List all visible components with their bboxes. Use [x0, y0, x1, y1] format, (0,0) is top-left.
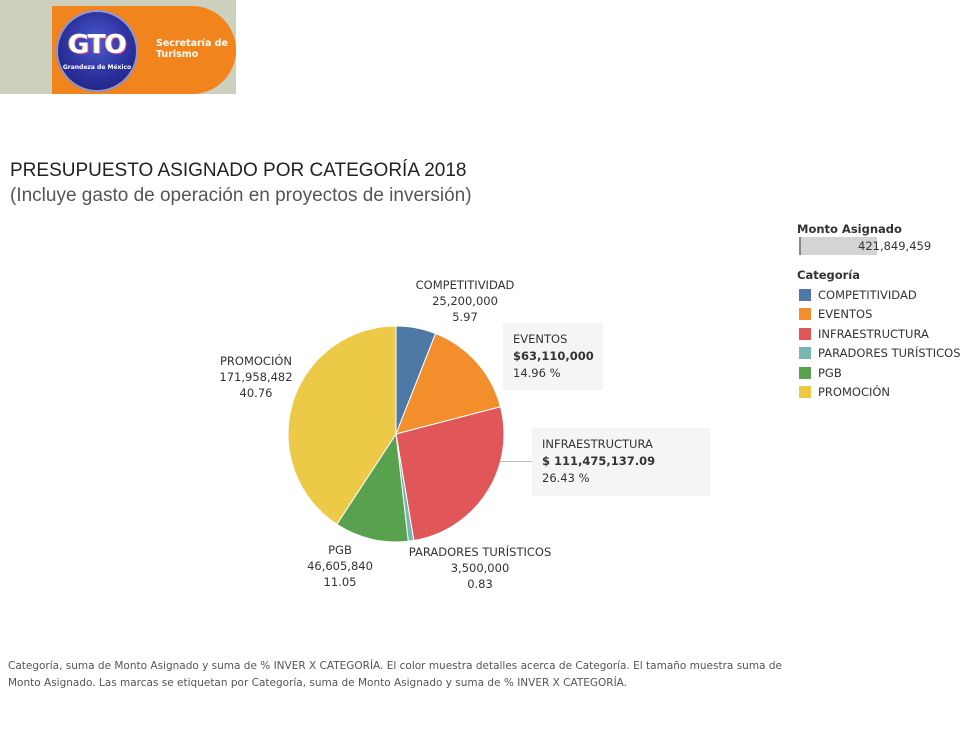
label-paradores-name: PARADORES TURÍSTICOS [408, 545, 552, 559]
legend-label: INFRAESTRUCTURA [818, 326, 929, 341]
legend-item-infraestructura[interactable]: INFRAESTRUCTURA [799, 324, 960, 344]
chart-title: PRESUPUESTO ASIGNADO POR CATEGORÍA 2018 [10, 160, 467, 181]
pie-slice-eventos[interactable] [395, 332, 502, 435]
label-competitividad-name: COMPETITIVIDAD [415, 278, 515, 292]
label-promocion: PROMOCIÓN 171,958,482 40.76 [206, 353, 306, 401]
leader-line-infraestructura [500, 461, 532, 462]
legend-swatch [799, 366, 811, 379]
legend-label: COMPETITIVIDAD [818, 287, 917, 302]
label-paradores-percent: 0.83 [467, 577, 493, 591]
tooltip-infraestructura-value: $ 111,475,137.09 [542, 454, 656, 468]
legend-item-paradores[interactable]: PARADORES TURÍSTICOS [799, 344, 960, 364]
label-promocion-name: PROMOCIÓN [219, 354, 293, 368]
label-pgb-percent: 11.05 [323, 575, 357, 589]
footnote: Categoría, suma de Monto Asignado y suma… [8, 660, 782, 689]
label-competitividad: COMPETITIVIDAD 25,200,000 5.97 [410, 277, 520, 325]
label-pgb: PGB 46,605,840 11.05 [290, 542, 390, 590]
legend-color-title: Categoría [797, 268, 861, 282]
legend-label: EVENTOS [818, 307, 873, 322]
tooltip-eventos-name: EVENTOS [513, 332, 568, 346]
chart-subtitle: (Incluye gasto de operación en proyectos… [10, 185, 472, 206]
tooltip-eventos: EVENTOS $63,110,000 14.96 % [503, 323, 603, 390]
tooltip-eventos-percent: 14.96 % [513, 366, 561, 380]
tooltip-infraestructura: INFRAESTRUCTURA $ 111,475,137.09 26.43 % [532, 428, 710, 496]
tooltip-infraestructura-percent: 26.43 % [542, 471, 590, 485]
pie-slice-pgb[interactable] [336, 432, 409, 543]
label-paradores-value: 3,500,000 [450, 561, 510, 575]
legend-swatch [799, 327, 811, 340]
label-pgb-name: PGB [328, 543, 352, 557]
logo-text: GTO [68, 30, 127, 60]
pie-slice-promoci-n[interactable] [287, 325, 397, 526]
label-competitividad-value: 25,200,000 [432, 294, 498, 308]
legend-item-promocion[interactable]: PROMOCIÓN [799, 383, 960, 403]
label-promocion-percent: 40.76 [239, 386, 273, 400]
legend-swatch [799, 308, 811, 321]
legend-size-title: Monto Asignado [797, 222, 902, 236]
tooltip-eventos-value: $63,110,000 [513, 349, 594, 363]
legend-size-value: 421,849,459 [858, 239, 932, 253]
legend-size-bar [799, 237, 877, 255]
legend-swatch [799, 288, 811, 301]
legend-label: PROMOCIÓN [818, 385, 891, 400]
legend-list: COMPETITIVIDAD EVENTOS INFRAESTRUCTURA P… [799, 285, 960, 402]
department-name: Secretaría de Turismo [156, 38, 228, 60]
label-competitividad-percent: 5.97 [452, 310, 478, 324]
label-paradores: PARADORES TURÍSTICOS 3,500,000 0.83 [400, 544, 560, 592]
pie-slice-infraestructura[interactable] [395, 406, 505, 542]
label-promocion-value: 171,958,482 [219, 370, 293, 384]
legend-swatch [799, 386, 811, 399]
legend-label: PARADORES TURÍSTICOS [818, 346, 960, 361]
logo-subtext: Grandeza de México [62, 64, 132, 71]
gto-logo: GTO Grandeza de México [56, 10, 138, 92]
legend-swatch [799, 347, 811, 360]
legend-item-pgb[interactable]: PGB [799, 363, 960, 383]
legend-item-competitividad[interactable]: COMPETITIVIDAD [799, 285, 960, 305]
legend-label: PGB [818, 365, 842, 380]
legend-item-eventos[interactable]: EVENTOS [799, 305, 960, 325]
label-pgb-value: 46,605,840 [307, 559, 373, 573]
tooltip-infraestructura-name: INFRAESTRUCTURA [542, 437, 653, 451]
